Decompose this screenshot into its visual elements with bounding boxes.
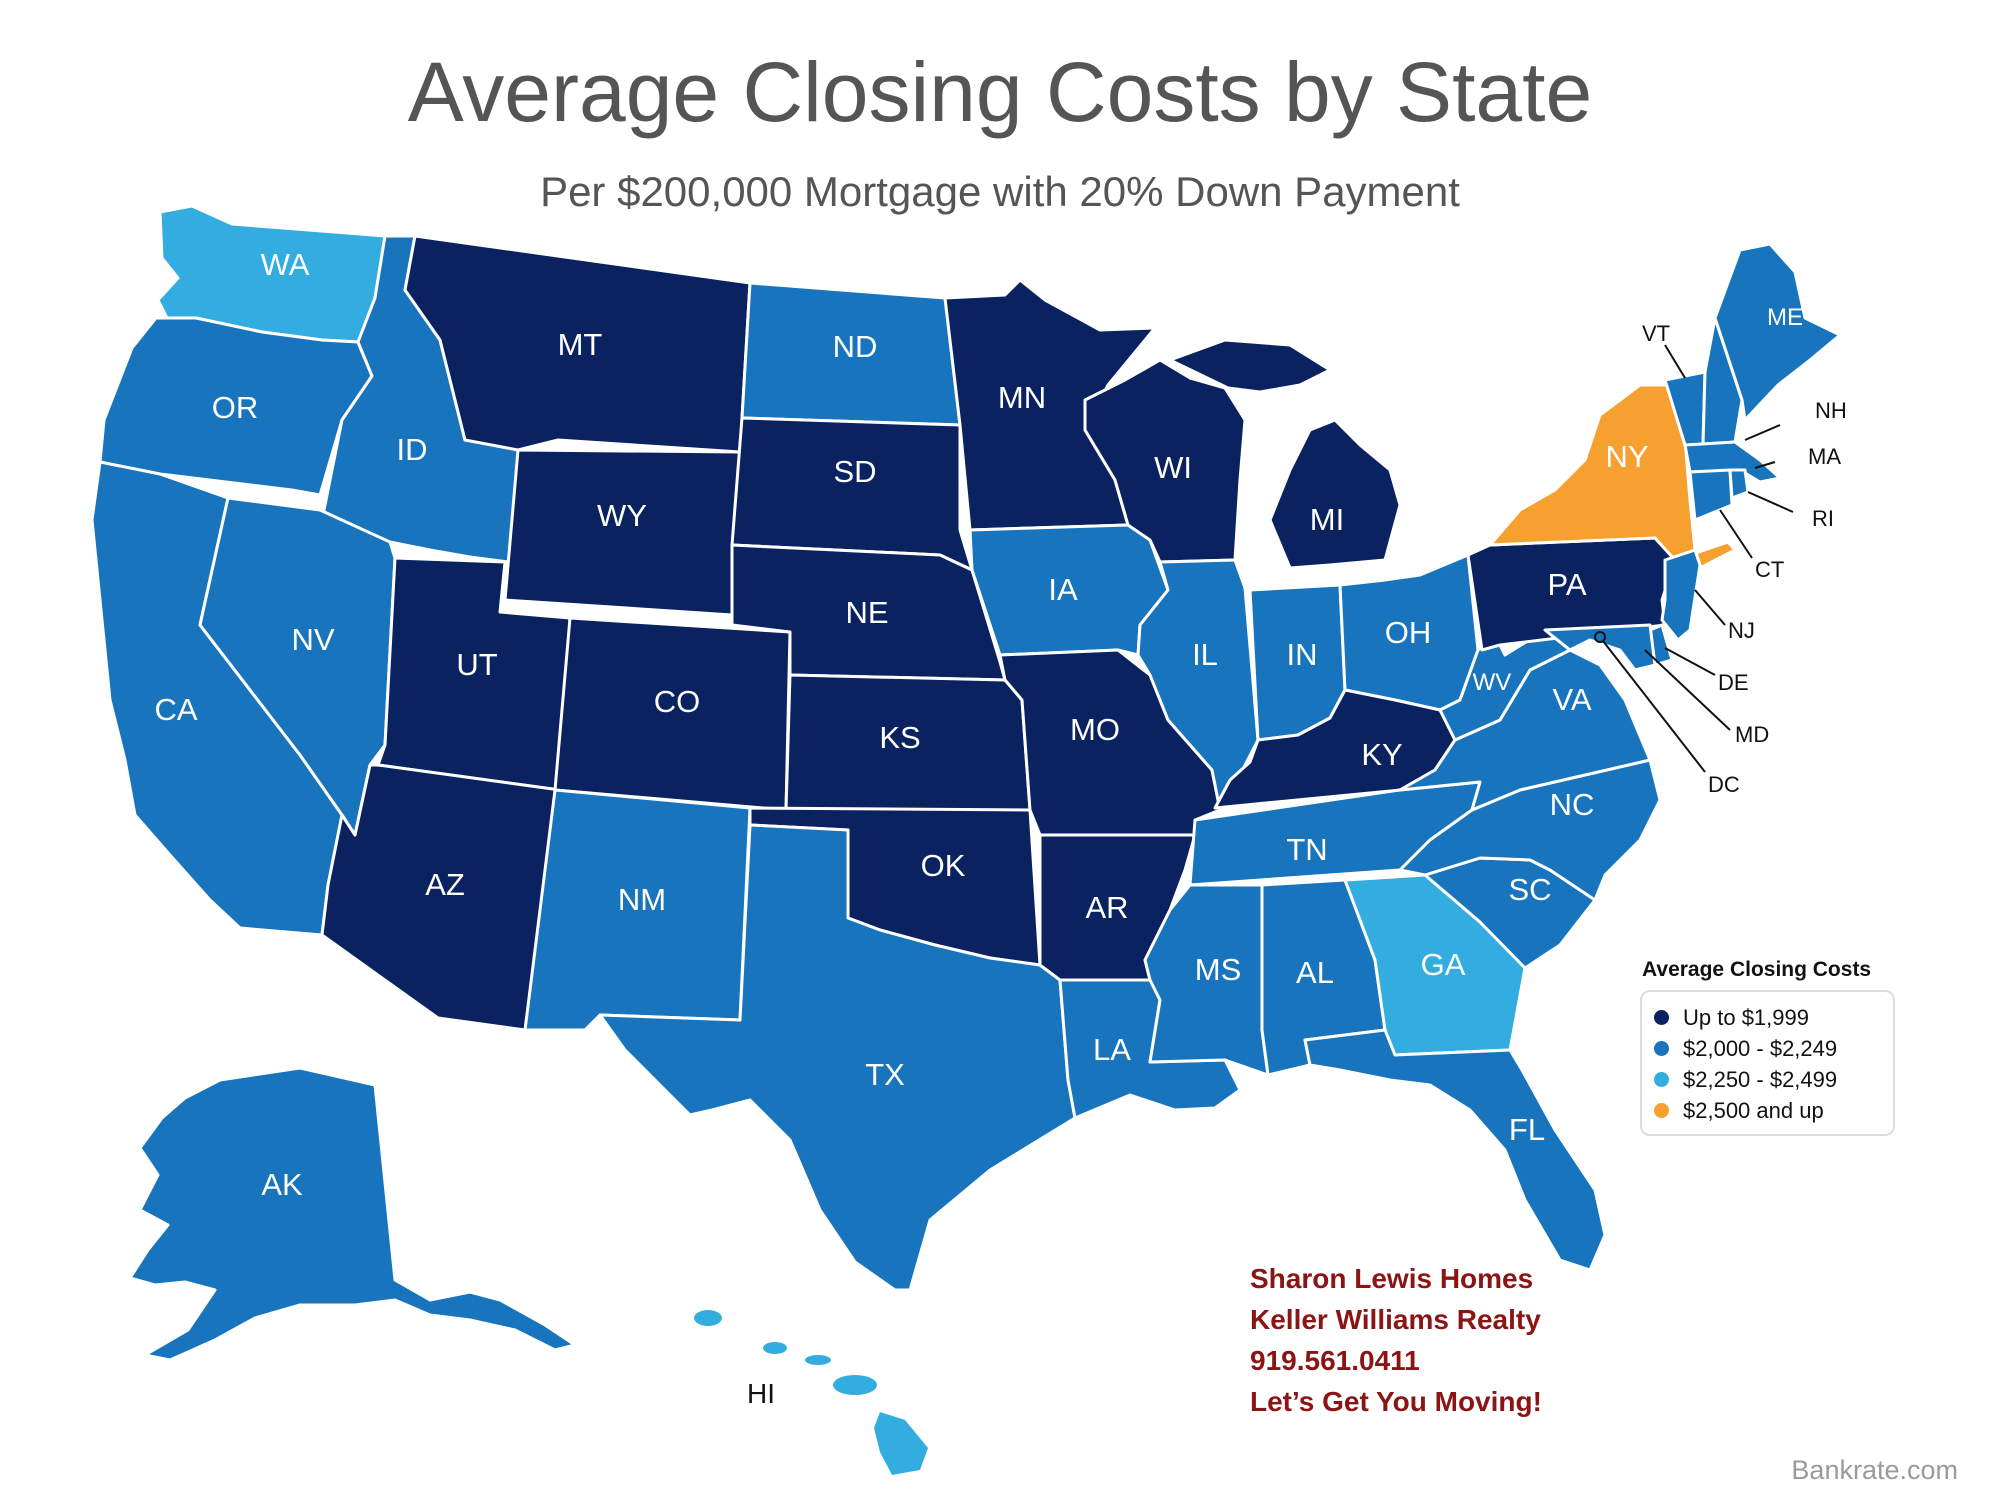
hawaii-island-kauai	[694, 1310, 722, 1326]
label-tx: TX	[865, 1057, 905, 1092]
label-id: ID	[397, 432, 428, 467]
legend-label: $2,000 - $2,249	[1683, 1036, 1837, 1062]
label-wi: WI	[1154, 450, 1192, 485]
label-nv: NV	[291, 622, 334, 657]
label-tn: TN	[1286, 832, 1327, 867]
state-ak	[130, 1068, 575, 1360]
label-wv: WV	[1473, 669, 1512, 696]
label-il: IL	[1192, 637, 1218, 672]
label-wy: WY	[597, 498, 647, 533]
label-ga: GA	[1421, 947, 1466, 982]
label-ky: KY	[1361, 737, 1402, 772]
label-oh: OH	[1385, 615, 1432, 650]
label-hi: HI	[747, 1378, 775, 1409]
legend-item: Up to $1,999	[1654, 1002, 1881, 1033]
label-fl: FL	[1509, 1112, 1545, 1147]
hawaii-island-molokai	[805, 1355, 831, 1365]
label-ne: NE	[845, 595, 888, 630]
label-nm: NM	[618, 882, 666, 917]
state-nj	[1662, 550, 1700, 640]
legend: Average Closing Costs Up to $1,999 $2,00…	[1640, 958, 1895, 1136]
label-ia: IA	[1048, 572, 1078, 607]
state-ct	[1690, 470, 1732, 520]
legend-swatch	[1654, 1072, 1669, 1087]
label-nd: ND	[833, 329, 878, 364]
legend-item: $2,000 - $2,249	[1654, 1033, 1881, 1064]
label-ak: AK	[261, 1167, 303, 1202]
label-la: LA	[1093, 1032, 1131, 1067]
label-ut: UT	[456, 647, 497, 682]
label-va: VA	[1552, 682, 1591, 717]
state-ri	[1730, 470, 1748, 498]
leader-nj	[1695, 590, 1725, 625]
legend-label: $2,250 - $2,499	[1683, 1067, 1837, 1093]
legend-item: $2,250 - $2,499	[1654, 1064, 1881, 1095]
label-or: OR	[212, 390, 259, 425]
label-mi: MI	[1310, 502, 1344, 537]
label-ca: CA	[154, 692, 197, 727]
legend-title: Average Closing Costs	[1640, 958, 1895, 982]
label-ms: MS	[1195, 952, 1242, 987]
hawaii-island-big	[874, 1412, 928, 1475]
hawaii-island-maui	[833, 1375, 877, 1395]
label-ok: OK	[921, 848, 966, 883]
label-pa: PA	[1547, 567, 1586, 602]
label-ma: MA	[1808, 444, 1841, 469]
us-map: WA OR CA ID NV MT WY UT AZ CO NM ND SD N…	[0, 0, 2000, 1500]
legend-label: Up to $1,999	[1683, 1005, 1809, 1031]
agent-tagline: Let’s Get You Moving!	[1250, 1381, 1542, 1422]
label-nh: NH	[1815, 398, 1847, 423]
label-ar: AR	[1085, 890, 1128, 925]
label-ny: NY	[1605, 439, 1648, 474]
label-sc: SC	[1508, 872, 1551, 907]
label-al: AL	[1296, 955, 1334, 990]
label-de: DE	[1718, 670, 1749, 695]
state-fl	[1305, 1030, 1605, 1270]
label-nc: NC	[1550, 787, 1595, 822]
source-credit: Bankrate.com	[1791, 1455, 1958, 1486]
agent-name: Sharon Lewis Homes	[1250, 1258, 1542, 1299]
label-sd: SD	[833, 454, 876, 489]
agent-phone: 919.561.0411	[1250, 1340, 1542, 1381]
label-mt: MT	[558, 327, 603, 362]
legend-label: $2,500 and up	[1683, 1098, 1824, 1124]
label-vt: VT	[1642, 321, 1670, 346]
label-md: MD	[1735, 722, 1769, 747]
label-az: AZ	[425, 867, 465, 902]
label-me: ME	[1767, 304, 1803, 331]
agent-brokerage: Keller Williams Realty	[1250, 1299, 1542, 1340]
label-ct: CT	[1755, 557, 1784, 582]
agent-contact: Sharon Lewis Homes Keller Williams Realt…	[1250, 1258, 1542, 1422]
leader-nh	[1745, 425, 1780, 440]
label-ks: KS	[879, 720, 920, 755]
leader-ri	[1748, 492, 1793, 512]
label-ri: RI	[1812, 506, 1834, 531]
label-mo: MO	[1070, 712, 1120, 747]
legend-box: Up to $1,999 $2,000 - $2,249 $2,250 - $2…	[1640, 990, 1895, 1136]
label-mn: MN	[998, 380, 1046, 415]
label-in: IN	[1287, 637, 1318, 672]
legend-swatch	[1654, 1103, 1669, 1118]
legend-swatch	[1654, 1041, 1669, 1056]
leader-de	[1665, 648, 1715, 675]
label-nj: NJ	[1728, 618, 1755, 643]
label-wa: WA	[261, 247, 310, 282]
label-co: CO	[654, 684, 701, 719]
legend-item: $2,500 and up	[1654, 1095, 1881, 1126]
legend-swatch	[1654, 1010, 1669, 1025]
leader-vt	[1665, 345, 1685, 378]
state-hi	[694, 1310, 928, 1475]
hawaii-island-oahu	[763, 1342, 787, 1354]
label-dc: DC	[1708, 772, 1740, 797]
